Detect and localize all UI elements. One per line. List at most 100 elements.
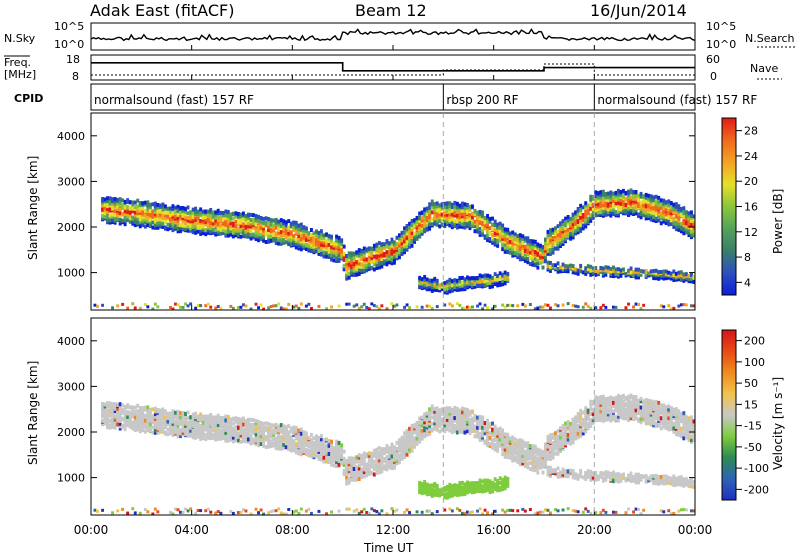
- power-cell: [498, 275, 502, 280]
- power-cell: [141, 201, 145, 206]
- power-cell: [501, 227, 505, 232]
- power-cell: [614, 194, 618, 199]
- power-cell: [634, 267, 638, 272]
- power-cell: [219, 210, 223, 215]
- power-cell: [161, 217, 165, 222]
- power-cell: [410, 239, 414, 244]
- velocity-cell: [408, 444, 411, 449]
- velocity-cell: [443, 492, 447, 497]
- power-cell: [430, 278, 434, 283]
- power-cell: [385, 260, 389, 265]
- power-cell: [377, 253, 381, 258]
- power-cell: [239, 305, 243, 309]
- velocity-cell: [234, 429, 238, 434]
- power-cell: [345, 276, 349, 281]
- velocity-cell: [325, 437, 328, 442]
- power-cell: [287, 303, 291, 306]
- velocity-cell: [476, 509, 479, 513]
- velocity-cell: [350, 475, 354, 480]
- power-cell: [609, 210, 613, 215]
- power-cell: [629, 270, 633, 275]
- power-cell: [221, 211, 225, 215]
- velocity-cell: [272, 423, 276, 428]
- power-cell: [435, 305, 439, 309]
- velocity-cell: [199, 424, 203, 428]
- velocity-cell: [133, 428, 137, 433]
- velocity-cell: [408, 447, 411, 452]
- power-cell: [161, 221, 165, 226]
- power-cell: [576, 230, 580, 235]
- velocity-cell: [247, 433, 250, 438]
- velocity-cell: [206, 429, 210, 433]
- velocity-cell: [372, 448, 376, 453]
- velocity-cell: [415, 439, 419, 444]
- power-cell: [692, 221, 696, 226]
- power-cell: [292, 234, 296, 239]
- velocity-cell: [131, 507, 135, 511]
- power-cell: [247, 212, 250, 217]
- power-cell: [596, 212, 600, 217]
- power-cell: [438, 203, 442, 208]
- velocity-cell: [101, 411, 104, 416]
- velocity-cell: [390, 442, 394, 447]
- velocity-cell: [153, 428, 157, 433]
- power-cell: [629, 188, 633, 193]
- power-cell: [370, 256, 374, 261]
- power-cell: [252, 221, 255, 226]
- power-cell: [556, 261, 560, 266]
- power-cell: [106, 215, 109, 220]
- power-cell: [143, 224, 147, 229]
- velocity-cell: [257, 443, 260, 448]
- velocity-cell: [201, 425, 205, 430]
- velocity-cell: [367, 451, 371, 456]
- power-cell: [544, 254, 547, 259]
- velocity-cell: [491, 483, 494, 488]
- velocity-cell: [184, 417, 187, 422]
- velocity-cell: [362, 470, 366, 475]
- power-cell: [644, 204, 648, 209]
- velocity-cell: [304, 509, 308, 513]
- power-cell: [601, 205, 605, 210]
- power-cell: [541, 305, 545, 309]
- velocity-cell: [375, 453, 379, 458]
- power-cell: [604, 265, 608, 270]
- velocity-cell: [461, 485, 464, 490]
- power-cell: [569, 228, 573, 232]
- power-cell: [614, 305, 618, 309]
- power-cell: [322, 250, 326, 255]
- velocity-cell: [113, 421, 117, 426]
- power-cell: [350, 267, 354, 272]
- velocity-cell: [242, 508, 245, 512]
- power-cell: [433, 210, 437, 215]
- power-cell: [282, 307, 286, 311]
- velocity-cell: [204, 509, 208, 513]
- power-cell: [337, 253, 341, 258]
- velocity-cell: [365, 473, 369, 478]
- velocity-cell: [330, 454, 333, 459]
- power-cell: [508, 239, 512, 244]
- power-cell: [433, 202, 437, 207]
- velocity-cell: [488, 481, 492, 486]
- velocity-cell: [211, 415, 215, 420]
- power-cell: [274, 225, 278, 230]
- power-cell: [433, 216, 437, 221]
- velocity-cell: [158, 417, 162, 422]
- power-cell: [571, 216, 575, 221]
- power-cell: [687, 233, 691, 238]
- cpid-segment-label: rbsp 200 RF: [446, 93, 518, 107]
- power-cell: [496, 231, 500, 236]
- power-cell: [632, 273, 635, 277]
- power-cell: [264, 240, 268, 244]
- power-cell: [143, 217, 147, 222]
- power-cell: [370, 265, 374, 270]
- power-cell: [395, 235, 399, 240]
- power-cell: [350, 256, 354, 261]
- power-cell: [141, 209, 145, 214]
- power-cell: [365, 265, 369, 269]
- power-cell: [481, 228, 484, 233]
- power-cell: [126, 209, 130, 214]
- velocity-cell: [229, 434, 233, 439]
- power-cell: [347, 257, 351, 262]
- velocity-cell: [289, 439, 293, 444]
- velocity-cell: [382, 456, 386, 461]
